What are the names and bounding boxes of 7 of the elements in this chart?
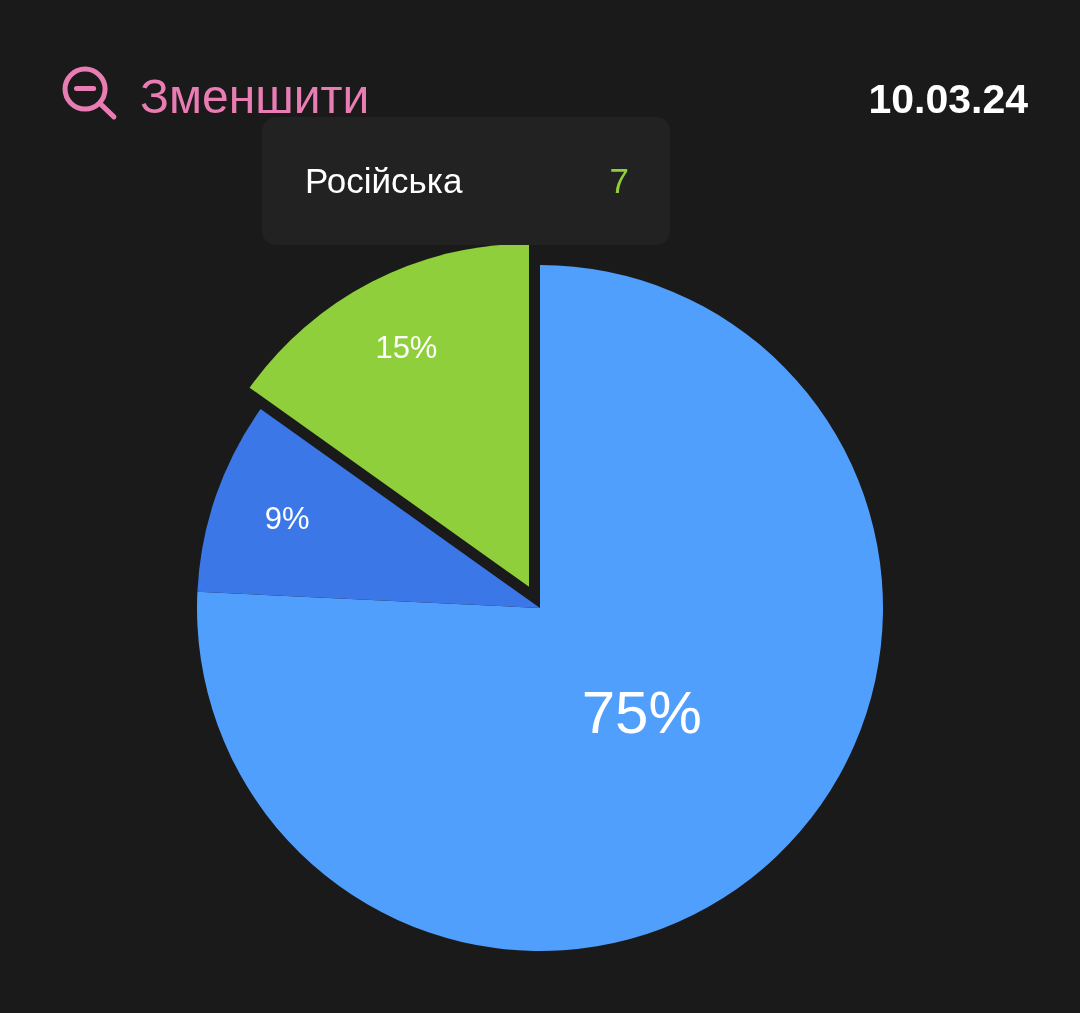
text: Зменшити <box>140 70 370 123</box>
text: 10.03.24 <box>868 76 1029 122</box>
data-label: 15% <box>375 329 438 365</box>
data-label: 9% <box>264 501 310 537</box>
text: 7 <box>609 161 629 200</box>
slice-label: Російська <box>305 161 463 200</box>
data-label: 75% <box>581 678 702 746</box>
